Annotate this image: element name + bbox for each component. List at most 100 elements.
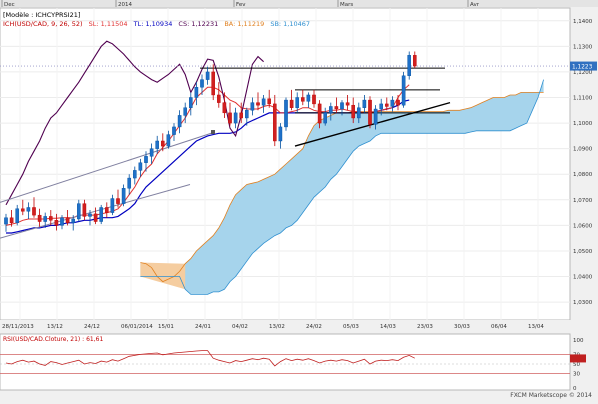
date-tick-label: 05/03 [343,324,359,330]
candle-bull [132,170,137,179]
price-tick-label: 1,0600 [573,223,593,229]
candle-bull [373,108,378,125]
candle-bear [273,103,277,142]
date-tick-label: 24/12 [84,324,100,330]
lower-channel-line [0,183,191,239]
date-tick-label: 24/01 [195,324,211,330]
candle-bull [127,177,131,189]
candle-bull [323,112,328,124]
date-tick-label: 06/01/2014 [121,324,153,330]
candle-bear [317,103,322,124]
date-tick-label: 30/03 [454,324,470,330]
date-tick-label: 04/02 [232,324,248,330]
candle-bull [166,134,171,147]
date-tick-label: 24/02 [306,324,322,330]
candle-bull [172,126,176,135]
date-tick-label: 13/12 [47,324,63,330]
axis-labels: 1,1400 1,1300 1,1200 1,1100 1,1000 1,0900 1,08… [1,0,597,330]
candle-bull [99,207,103,222]
rsi-tick-label: 0 [573,386,577,392]
price-tick-label: 1,1300 [573,44,593,50]
candle-bear [32,207,36,216]
candle-bull [233,112,238,124]
price-tick-label: 1,0800 [573,172,593,178]
price-tick-label: 1,1000 [573,121,593,127]
candle-bear [222,102,227,114]
candle-bear [334,106,339,110]
price-tick-label: 1,1100 [573,96,593,102]
candle-bear [239,112,244,119]
candle-bull [329,106,333,114]
legend-tl: TL: 1,10934 [133,20,173,28]
date-tick-label: 06/04 [491,324,507,330]
channel-handle [211,130,215,135]
candle-bull [250,102,255,111]
date-tick-label: 28/11/2013 [2,324,34,330]
candle-bull [149,148,154,157]
price-tick-label: 1,0400 [573,275,593,281]
candle-bear [228,112,232,124]
candle-bear [413,55,417,67]
candle-bull [144,156,148,163]
candle-bull [278,126,283,142]
indicator-legend: ICH(USD/CAD, 9, 26, 52) SL: 1,11504 TL: … [3,20,310,28]
candle-bull [340,102,344,110]
candle-bear [49,216,53,221]
candle-bull [306,94,311,102]
trendlines [0,65,570,239]
price-tick-label: 1,0700 [573,198,593,204]
candle-bear [82,203,87,217]
candle-bear [345,102,350,106]
candle-bull [138,162,143,171]
price-panel [0,7,571,321]
candle-bull [295,97,300,108]
price-tick-label: 1,1400 [573,19,593,25]
candle-bear [160,140,165,147]
candle-bull [357,107,361,119]
candle-bear [54,220,59,226]
candle-bull [26,207,31,212]
candle-bull [362,99,367,108]
candle-bull [188,97,193,108]
candle-bull [284,99,288,128]
candle-bear [9,217,14,224]
candle-bear [37,214,42,222]
price-tick-label: 1,0500 [573,249,593,255]
current-price-label: 1,1223 [572,64,593,70]
candle-bull [4,217,8,225]
candle-bull [244,110,249,119]
candle-bear [93,213,98,222]
candle-bull [205,71,210,80]
candle-bear [216,94,221,103]
date-tick-label: 15/01 [158,324,174,330]
candle-bear [351,104,356,119]
rsi-tick-label: 30 [573,372,580,378]
upper-channel-line [0,131,216,203]
month-label: Mars [340,2,353,8]
candle-bull [76,203,81,220]
legend-sl: SL: 1,11504 [89,20,128,28]
candle-bull [15,208,20,224]
rising-trendline [294,101,451,147]
candle-bear [312,94,316,105]
candle-bull [177,115,182,128]
rsi-tick-label: 50 [573,362,580,368]
candle-bull [60,217,64,226]
date-tick-label: 14/03 [380,324,396,330]
candle-bull [88,213,92,217]
cloud-fill-bearish [140,262,186,290]
date-axis-strip [0,320,598,332]
rsi-tick-label: 100 [573,338,584,344]
chikou-line [5,40,264,206]
date-tick-label: 13/02 [269,324,285,330]
candle-bull [200,79,204,88]
date-tick-label: 23/03 [417,324,433,330]
month-label: Fev [236,2,246,8]
candle-bull [407,55,412,76]
candle-bull [43,216,47,222]
price-tick-label: 1,0300 [573,300,593,306]
legend-cs: CS: 1,12231 [178,20,218,28]
month-strip [0,0,598,7]
